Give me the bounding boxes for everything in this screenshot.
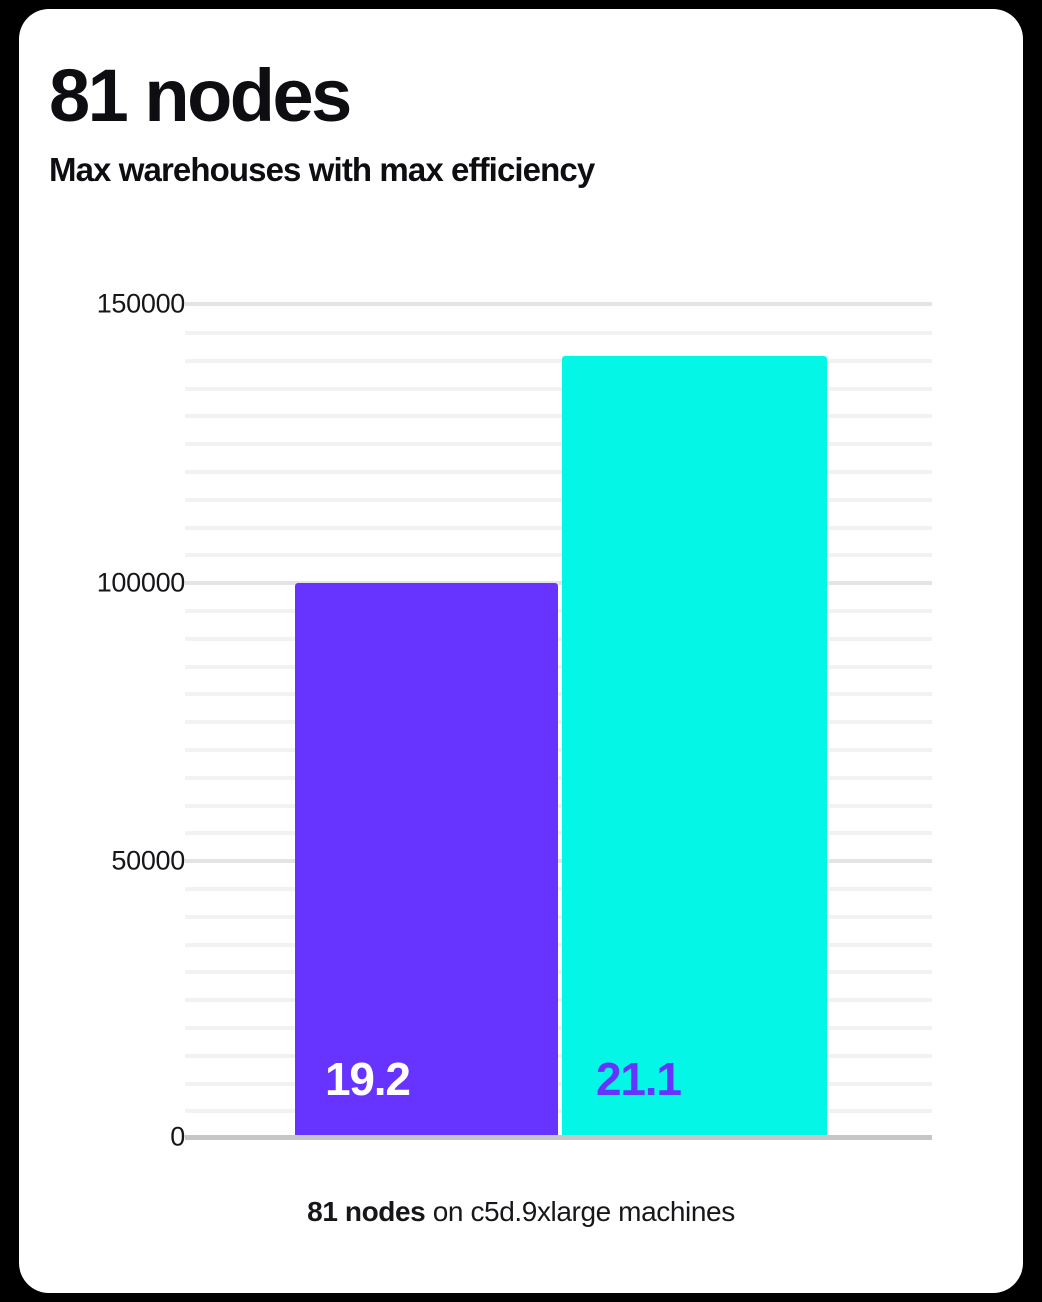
caption-bold-text: 81 nodes (307, 1196, 426, 1227)
chart-subtitle: Max warehouses with max efficiency (49, 151, 595, 189)
caption-rest-text: on c5d.9xlarge machines (425, 1196, 736, 1227)
chart-card (19, 9, 1023, 1293)
chart-header: 81 nodes Max warehouses with max efficie… (49, 54, 949, 189)
page-title: 81 nodes (49, 54, 352, 137)
chart-caption: 81 nodes on c5d.9xlarge machines (0, 1196, 1042, 1228)
